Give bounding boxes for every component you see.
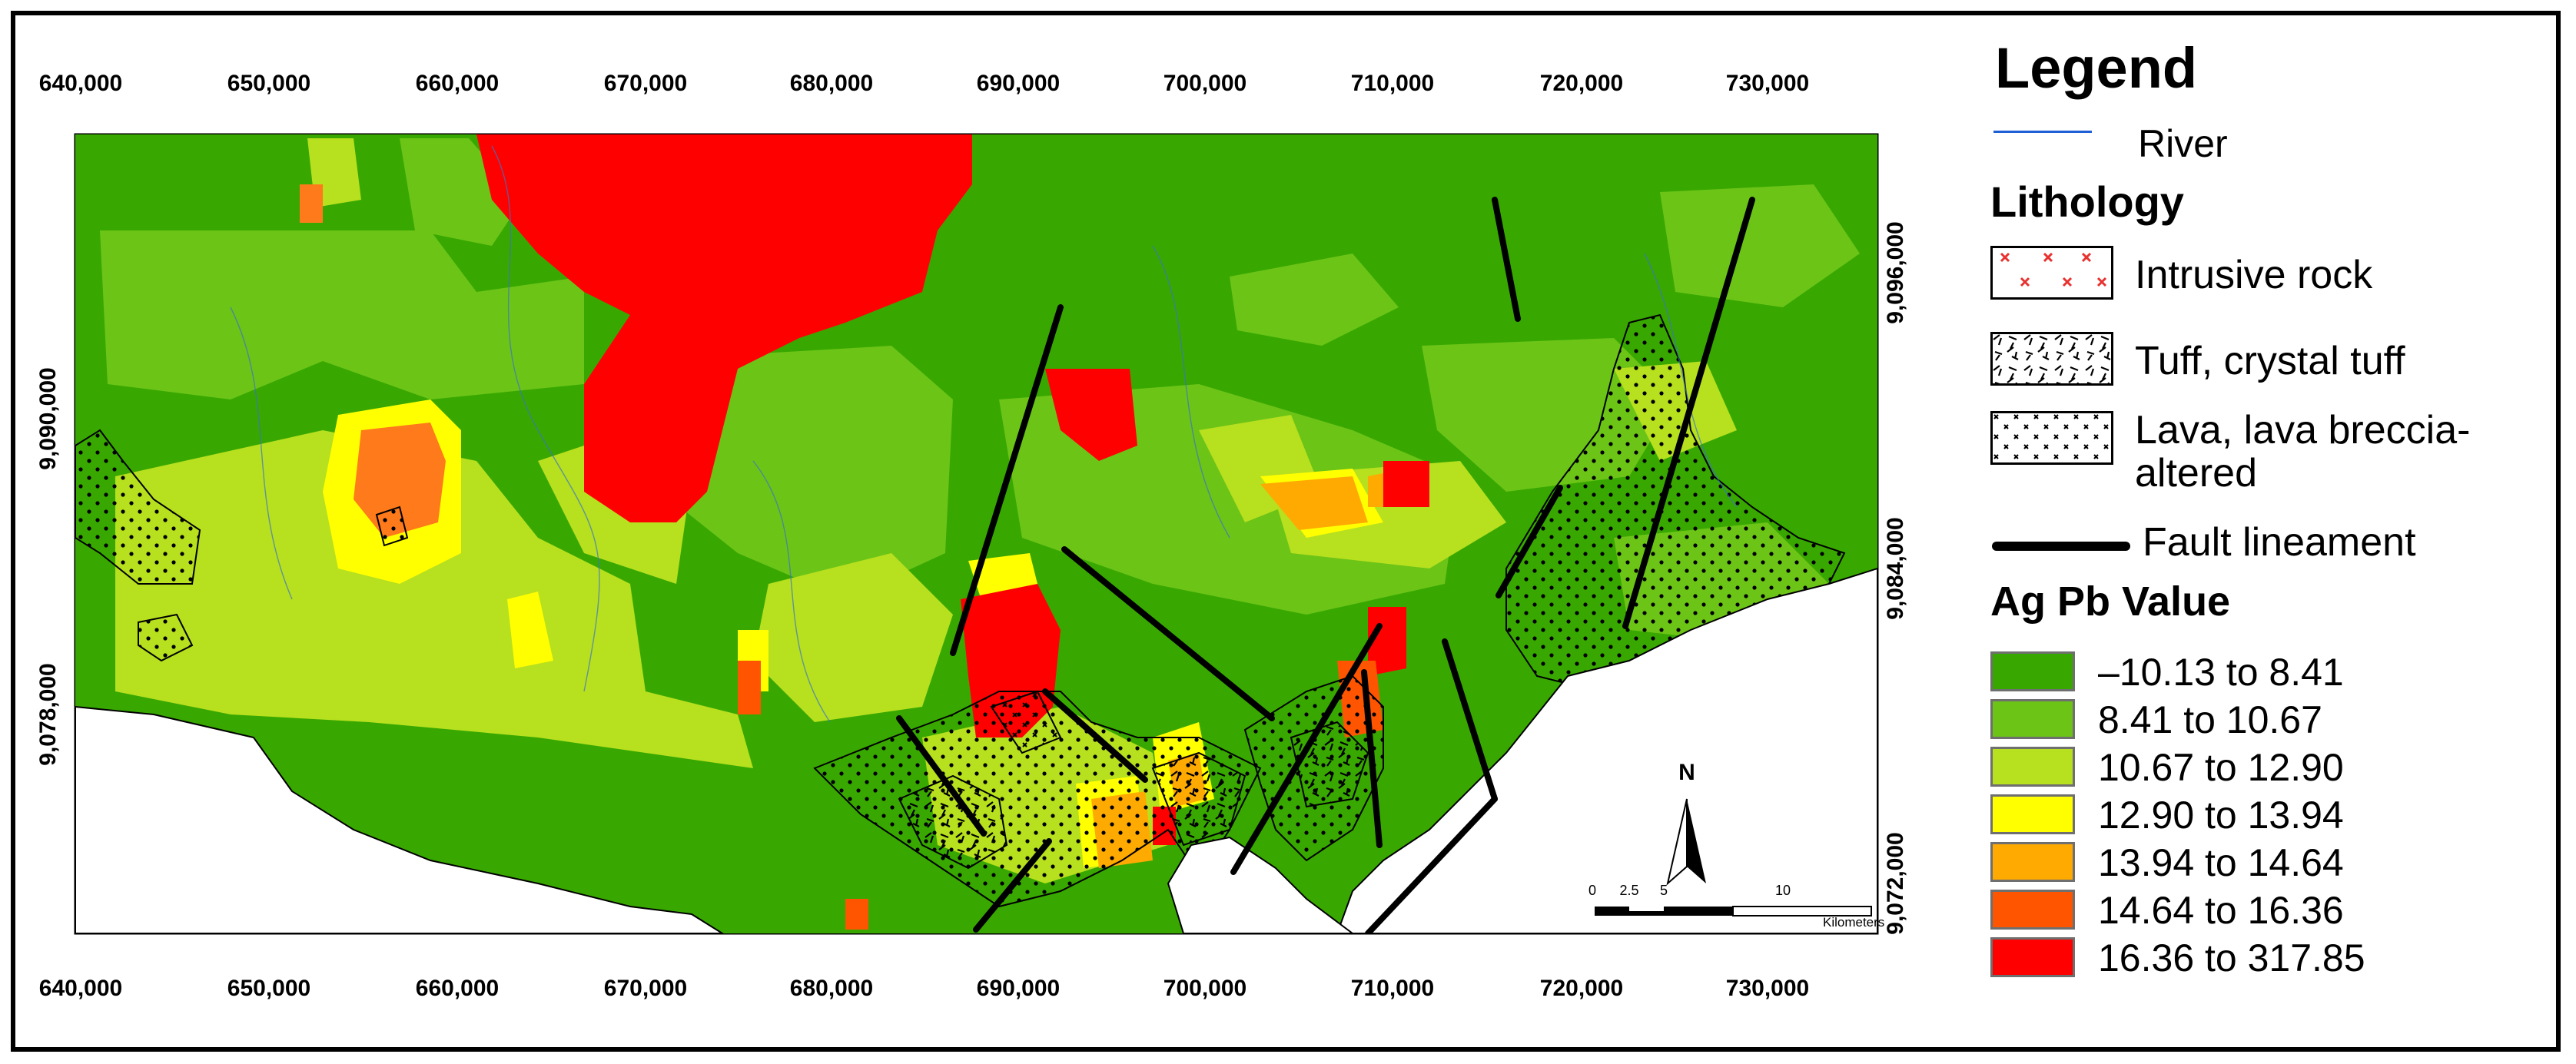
x-tick-top-8: 720,000 [1540, 71, 1623, 96]
class-swatch-5 [1990, 890, 2075, 930]
class-label-3: 12.90 to 13.94 [2098, 794, 2344, 837]
red-x-pattern-icon [1990, 246, 2113, 300]
fault-label: Fault lineament [2143, 520, 2416, 565]
class-swatch-3 [1990, 794, 2075, 834]
x-tick-top-3: 670,000 [604, 71, 687, 96]
class-label-4: 13.94 to 14.64 [2098, 841, 2344, 884]
lithology-label-lava: Lava, lava breccia- altered [2135, 409, 2470, 495]
class-label-0: –10.13 to 8.41 [2098, 651, 2344, 694]
scale-label-2-5: 2.5 [1619, 883, 1638, 898]
dotted-pattern-icon [1990, 411, 2113, 465]
scale-label-10: 10 [1775, 883, 1791, 898]
legend-title: Legend [1995, 36, 2198, 100]
north-label: N [1678, 760, 1695, 785]
y-tick-right-0: 9,096,000 [1883, 221, 1908, 323]
tuff-pattern-icon [1990, 332, 2113, 386]
x-tick-bottom-8: 720,000 [1540, 976, 1623, 1001]
x-tick-top-4: 680,000 [790, 71, 873, 96]
class-label-5: 14.64 to 16.36 [2098, 889, 2344, 932]
raster-layer [75, 134, 1877, 933]
fault-line-icon [1992, 542, 2130, 551]
x-tick-bottom-0: 640,000 [39, 976, 122, 1001]
river-label: River [2138, 122, 2228, 165]
lithology-label-lava-line2: altered [2135, 451, 2257, 496]
lithology-label-lava-line1: Lava, lava breccia- [2135, 408, 2471, 452]
class-swatch-2 [1990, 747, 2075, 787]
fault-lines [896, 197, 1755, 933]
y-tick-left-3: 9,078,000 [35, 663, 61, 765]
class-label-2: 10.67 to 12.90 [2098, 746, 2344, 789]
x-tick-bottom-4: 680,000 [790, 976, 873, 1001]
lithology-title: Lithology [1990, 177, 2184, 226]
x-tick-bottom-6: 700,000 [1164, 976, 1247, 1001]
x-tick-top-7: 710,000 [1351, 71, 1434, 96]
class-swatch-1 [1990, 699, 2075, 739]
x-tick-top-9: 730,000 [1726, 71, 1809, 96]
x-tick-bottom-2: 660,000 [416, 976, 499, 1001]
y-axis-right: 9,096,000 9,084,000 9,072,000 [1883, 221, 1908, 934]
class-swatch-4 [1990, 842, 2075, 882]
x-tick-top-2: 660,000 [416, 71, 499, 96]
x-axis-bottom: 640,000 650,000 660,000 670,000 680,000 690,0… [39, 976, 1809, 1001]
x-tick-bottom-1: 650,000 [227, 976, 310, 1001]
class-swatch-6 [1990, 937, 2075, 977]
y-tick-right-4: 9,072,000 [1883, 832, 1908, 934]
scale-unit: Kilometers [1823, 915, 1884, 930]
north-arrow-icon: N [1666, 760, 1706, 886]
class-swatch-0 [1990, 651, 2075, 691]
y-axis-left: 9,090,000 9,078,000 [35, 367, 61, 765]
scale-label-0: 0 [1588, 883, 1596, 898]
x-tick-bottom-5: 690,000 [977, 976, 1060, 1001]
x-axis-top: 640,000 650,000 660,000 670,000 680,000 690,0… [39, 71, 1809, 96]
x-tick-top-1: 650,000 [227, 71, 310, 96]
lithology-label-intrusive: Intrusive rock [2135, 253, 2373, 297]
x-tick-top-0: 640,000 [39, 71, 122, 96]
x-tick-bottom-9: 730,000 [1726, 976, 1809, 1001]
lithology-label-tuff: Tuff, crystal tuff [2135, 339, 2405, 383]
y-tick-left-1: 9,090,000 [35, 367, 61, 469]
river-line-icon [1993, 131, 2092, 133]
value-title: Ag Pb Value [1990, 578, 2231, 625]
x-tick-top-6: 700,000 [1164, 71, 1247, 96]
y-tick-right-2: 9,084,000 [1883, 517, 1908, 619]
class-label-1: 8.41 to 10.67 [2098, 698, 2322, 741]
scale-bar: 0 2.5 5 10 Kilometers [1588, 883, 1884, 930]
x-tick-top-5: 690,000 [977, 71, 1060, 96]
x-tick-bottom-3: 670,000 [604, 976, 687, 1001]
x-tick-bottom-7: 710,000 [1351, 976, 1434, 1001]
scale-label-5: 5 [1660, 883, 1668, 898]
class-label-6: 16.36 to 317.85 [2098, 936, 2365, 979]
